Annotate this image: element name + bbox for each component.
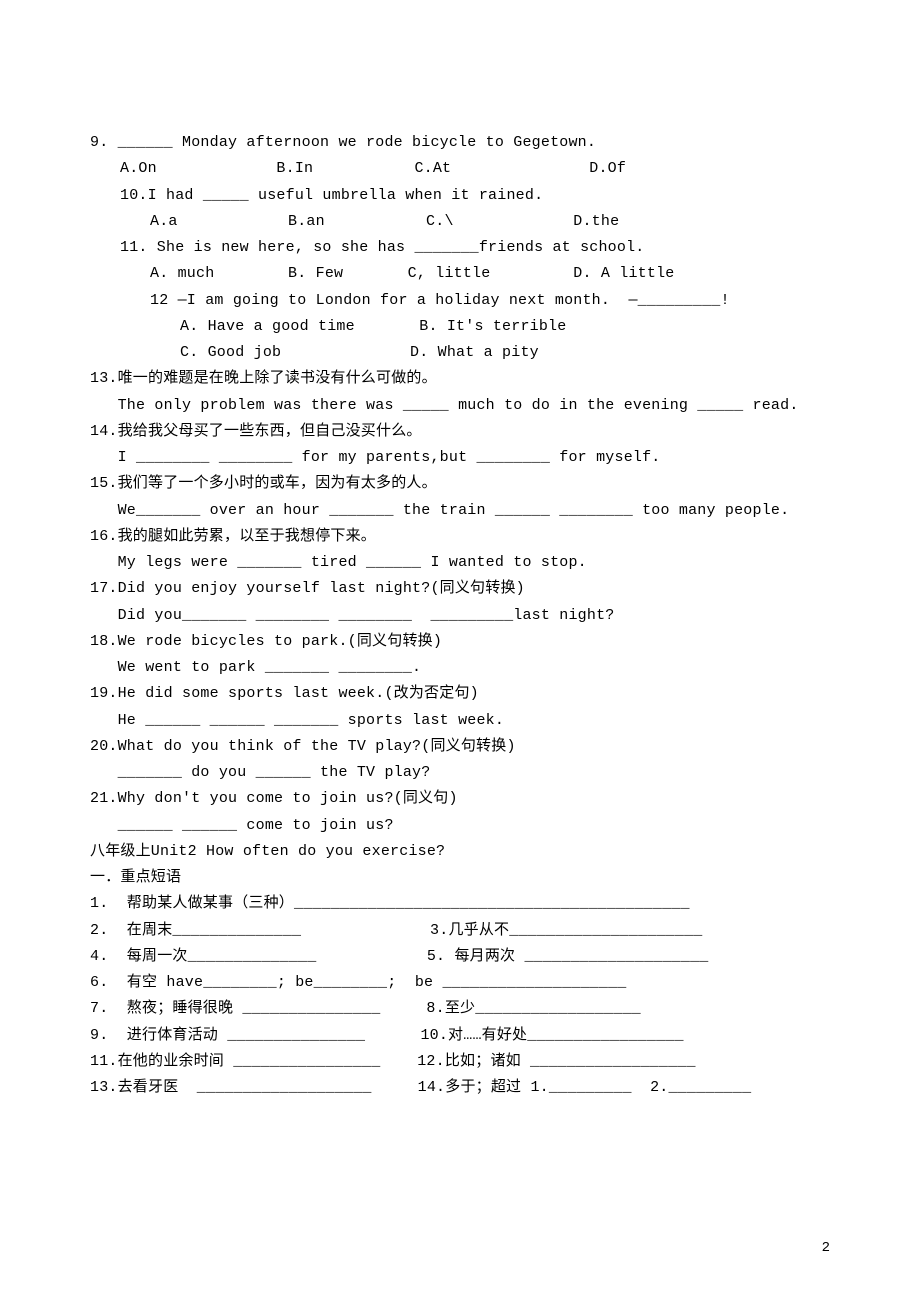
q15-cn: 15.我们等了一个多小时的或车，因为有太多的人。 — [90, 471, 830, 497]
worksheet-page: 9. ______ Monday afternoon we rode bicyc… — [0, 0, 920, 1300]
q11-options: A. much B. Few C, little D. A little — [90, 261, 830, 287]
phrase-1: 1. 帮助某人做某事（三种）__________________________… — [90, 891, 830, 917]
q20-b-text: _______ do you ______ the TV play? — [118, 764, 431, 781]
q21-a: 21.Why don't you come to join us?(同义句) — [90, 786, 830, 812]
phrase-13-14: 13.去看牙医 ___________________ 14.多于；超过 1._… — [90, 1075, 830, 1101]
q9-stem: 9. ______ Monday afternoon we rode bicyc… — [90, 130, 830, 156]
q21-b-text: ______ ______ come to join us? — [118, 817, 394, 834]
q12-options-b: C. Good job D. What a pity — [90, 340, 830, 366]
q12-options-a: A. Have a good time B. It's terrible — [90, 314, 830, 340]
q20-a: 20.What do you think of the TV play?(同义句… — [90, 734, 830, 760]
q16-en-text: My legs were _______ tired ______ I want… — [118, 554, 587, 571]
page-number: 2 — [822, 1236, 830, 1261]
q14-en: I ________ ________ for my parents,but _… — [90, 445, 830, 471]
section-title: 一．重点短语 — [90, 865, 830, 891]
q15-en: We_______ over an hour _______ the train… — [90, 498, 830, 524]
q19-a: 19.He did some sports last week.(改为否定句) — [90, 681, 830, 707]
q21-b: ______ ______ come to join us? — [90, 813, 830, 839]
q13-cn: 13.唯一的难题是在晚上除了读书没有什么可做的。 — [90, 366, 830, 392]
q19-b: He ______ ______ _______ sports last wee… — [90, 708, 830, 734]
q9-options: A.On B.In C.At D.Of — [90, 156, 830, 182]
q17-b: Did you_______ ________ ________ _______… — [90, 603, 830, 629]
phrase-2-3: 2. 在周末______________ 3.几乎从不_____________… — [90, 918, 830, 944]
q14-en-text: I ________ ________ for my parents,but _… — [118, 449, 661, 466]
q18-b-text: We went to park _______ ________. — [118, 659, 422, 676]
q10-stem: 10.I had _____ useful umbrella when it r… — [90, 183, 830, 209]
q11-stem: 11. She is new here, so she has _______f… — [90, 235, 830, 261]
q14-cn: 14.我给我父母买了一些东西，但自己没买什么。 — [90, 419, 830, 445]
q19-b-text: He ______ ______ _______ sports last wee… — [118, 712, 504, 729]
phrase-6: 6. 有空 have________; be________; be _____… — [90, 970, 830, 996]
q18-b: We went to park _______ ________. — [90, 655, 830, 681]
q16-cn: 16.我的腿如此劳累，以至于我想停下来。 — [90, 524, 830, 550]
q13-en: The only problem was there was _____ muc… — [90, 393, 830, 419]
q18-a: 18.We rode bicycles to park.(同义句转换) — [90, 629, 830, 655]
q12-stem: 12 —I am going to London for a holiday n… — [90, 288, 830, 314]
phrase-7-8: 7. 熬夜；睡得很晚 _______________ 8.至少_________… — [90, 996, 830, 1022]
q15-en-text: We_______ over an hour _______ the train… — [118, 502, 790, 519]
q13-en-text: The only problem was there was _____ muc… — [118, 397, 799, 414]
phrase-4-5: 4. 每周一次______________ 5. 每月两次 __________… — [90, 944, 830, 970]
q17-b-text: Did you_______ ________ ________ _______… — [118, 607, 615, 624]
q17-a: 17.Did you enjoy yourself last night?(同义… — [90, 576, 830, 602]
q16-en: My legs were _______ tired ______ I want… — [90, 550, 830, 576]
q10-options: A.a B.an C.\ D.the — [90, 209, 830, 235]
phrase-9-10: 9. 进行体育活动 _______________ 10.对……有好处_____… — [90, 1023, 830, 1049]
phrase-11-12: 11.在他的业余时间 ________________ 12.比如；诸如 ___… — [90, 1049, 830, 1075]
unit-title: 八年级上Unit2 How often do you exercise? — [90, 839, 830, 865]
q20-b: _______ do you ______ the TV play? — [90, 760, 830, 786]
